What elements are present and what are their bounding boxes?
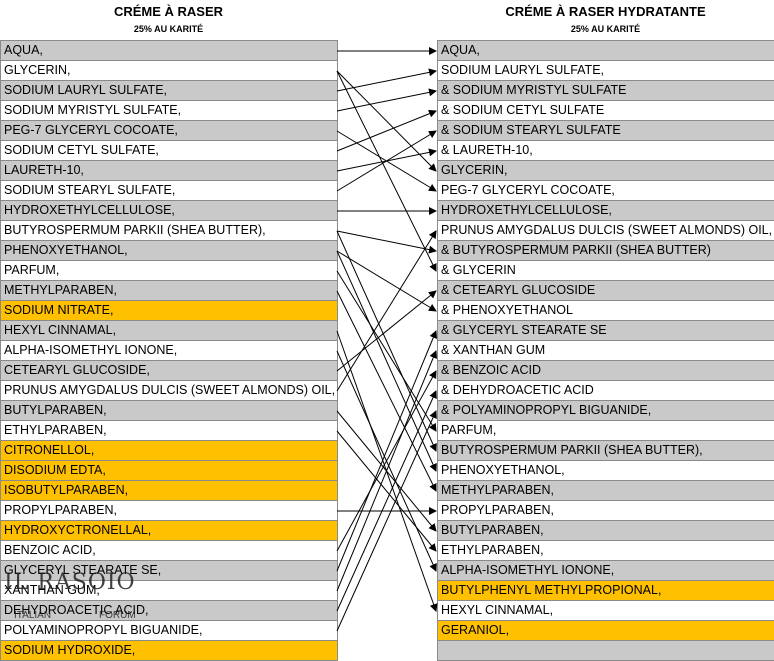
- link-arrow: [336, 410, 437, 632]
- right-ingredient-row: HYDROXETHYLCELLULOSE,: [438, 201, 774, 221]
- left-ingredient-row: BENZOIC ACID,: [1, 541, 337, 561]
- left-ingredient-row: PROPYLPARABEN,: [1, 501, 337, 521]
- right-ingredient-row: AQUA,: [438, 41, 774, 61]
- left-subtitle: 25% AU KARITÉ: [133, 24, 204, 34]
- right-ingredient-row: BUTYROSPERMUM PARKII (SHEA BUTTER),: [438, 441, 774, 461]
- link-arrow: [336, 230, 437, 452]
- right-ingredient-row: PHENOXYETHANOL,: [438, 461, 774, 481]
- left-ingredient-row: PARFUM,: [1, 261, 337, 281]
- right-ingredient-list: AQUA, SODIUM LAURYL SULFATE, & SODIUM MYRI…: [437, 40, 774, 661]
- left-ingredient-row: SODIUM LAURYL SULFATE,: [1, 81, 337, 101]
- right-ingredient-row: PARFUM,: [438, 421, 774, 441]
- link-arrow: [336, 148, 437, 172]
- right-ingredient-row: ETHYLPARABEN,: [438, 541, 774, 561]
- link-arrow: [336, 270, 437, 432]
- right-ingredient-row: ALPHA-ISOMETHYL IONONE,: [438, 561, 774, 581]
- link-arrow: [336, 290, 437, 492]
- right-ingredient-row: HEXYL CINNAMAL,: [438, 601, 774, 621]
- left-ingredient-row: XANTHAN GUM,: [1, 581, 337, 601]
- link-arrow: [336, 350, 438, 592]
- right-ingredient-row: & CETEARYL GLUCOSIDE: [438, 281, 774, 301]
- link-arrow: [336, 330, 438, 572]
- link-arrow: [336, 250, 437, 472]
- watermark-sub-right: FORUM: [99, 610, 136, 621]
- right-ingredient-row: & POLYAMINOPROPYL BIGUANIDE,: [438, 401, 774, 421]
- left-ingredient-row: ISOBUTYLPARABEN,: [1, 481, 337, 501]
- right-ingredient-row: GLYCERIN,: [438, 161, 774, 181]
- right-ingredient-row: & GLYCERYL STEARATE SE: [438, 321, 774, 341]
- link-arrow: [336, 390, 437, 612]
- left-ingredient-row: GLYCERIN,: [1, 61, 337, 81]
- right-ingredient-row: & XANTHAN GUM: [438, 341, 774, 361]
- right-ingredient-row: METHYLPARABEN,: [438, 481, 774, 501]
- left-ingredient-row: DISODIUM EDTA,: [1, 461, 337, 481]
- link-arrow: [336, 70, 437, 172]
- left-ingredient-row: HYDROXYCTRONELLAL,: [1, 521, 337, 541]
- link-arrow: [336, 109, 437, 152]
- left-ingredient-row: SODIUM MYRISTYL SULFATE,: [1, 101, 337, 121]
- watermark-brand: IL RASOIO: [4, 570, 136, 595]
- left-ingredient-row: HYDROXETHYLCELLULOSE,: [1, 201, 337, 221]
- left-ingredient-row: SODIUM NITRATE,: [1, 301, 337, 321]
- left-ingredient-row: CITRONELLOL,: [1, 441, 337, 461]
- left-ingredient-row: SODIUM CETYL SULFATE,: [1, 141, 337, 161]
- right-ingredient-row: & SODIUM CETYL SULFATE: [438, 101, 774, 121]
- right-ingredient-row: PRUNUS AMYGDALUS DULCIS (SWEET ALMONDS) …: [438, 221, 774, 241]
- right-ingredient-row: [438, 641, 774, 661]
- right-ingredient-row: & DEHYDROACETIC ACID: [438, 381, 774, 401]
- link-arrow: [336, 230, 437, 392]
- link-arrow: [336, 370, 437, 552]
- left-ingredient-row: BUTYLPARABEN,: [1, 401, 337, 421]
- left-ingredient-row: POLYAMINOPROPYL BIGUANIDE,: [1, 621, 337, 641]
- link-arrow: [336, 410, 437, 532]
- right-title: CRÉME À RASER HYDRATANTE: [505, 4, 706, 19]
- link-arrow: [336, 350, 437, 572]
- link-arrow: [336, 130, 437, 192]
- right-subtitle: 25% AU KARITÉ: [570, 24, 641, 34]
- left-ingredient-row: BUTYROSPERMUM PARKII (SHEA BUTTER),: [1, 221, 337, 241]
- left-ingredient-row: ALPHA-ISOMETHYL IONONE,: [1, 341, 337, 361]
- right-ingredient-row: & BUTYROSPERMUM PARKII (SHEA BUTTER): [438, 241, 774, 261]
- left-ingredient-row: GLYCERYL STEARATE SE,: [1, 561, 337, 581]
- right-ingredient-row: PEG-7 GLYCERYL COCOATE,: [438, 181, 774, 201]
- link-arrow: [336, 88, 437, 112]
- right-ingredient-row: BUTYLPARABEN,: [438, 521, 774, 541]
- link-arrow: [336, 330, 438, 612]
- link-arrow: [336, 250, 437, 312]
- left-ingredient-list: AQUA, GLYCERIN, SODIUM LAURYL SULFATE, SODI…: [0, 40, 338, 661]
- left-header: CRÉME À RASER 25% AU KARITÉ: [0, 4, 337, 35]
- right-ingredient-row: & GLYCERIN: [438, 261, 774, 281]
- right-ingredient-row: BUTYLPHENYL METHYLPROPIONAL,: [438, 581, 774, 601]
- left-ingredient-row: AQUA,: [1, 41, 337, 61]
- right-ingredient-row: & LAURETH-10,: [438, 141, 774, 161]
- left-ingredient-row: PRUNUS AMYGDALUS DULCIS (SWEET ALMONDS) …: [1, 381, 337, 401]
- left-ingredient-row: ETHYLPARABEN,: [1, 421, 337, 441]
- left-ingredient-row: LAURETH-10,: [1, 161, 337, 181]
- left-ingredient-row: HEXYL CINNAMAL,: [1, 321, 337, 341]
- left-ingredient-row: PEG-7 GLYCERYL COCOATE,: [1, 121, 337, 141]
- right-header: CRÉME À RASER HYDRATANTE 25% AU KARITÉ: [437, 4, 774, 35]
- link-arrow: [336, 70, 437, 272]
- left-ingredient-row: PHENOXYETHANOL,: [1, 241, 337, 261]
- left-ingredient-row: METHYLPARABEN,: [1, 281, 337, 301]
- watermark-sub-left: ITALIAN: [14, 610, 52, 621]
- right-ingredient-row: GERANIOL,: [438, 621, 774, 641]
- left-title: CRÉME À RASER: [113, 4, 224, 19]
- left-ingredient-row: SODIUM STEARYL SULFATE,: [1, 181, 337, 201]
- link-arrow: [336, 130, 437, 192]
- right-ingredient-row: & SODIUM STEARYL SULFATE: [438, 121, 774, 141]
- link-arrow: [336, 68, 437, 92]
- left-ingredient-row: DEHYDROACETIC ACID,: [1, 601, 337, 621]
- right-ingredient-row: & SODIUM MYRISTYL SULFATE: [438, 81, 774, 101]
- right-ingredient-row: PROPYLPARABEN,: [438, 501, 774, 521]
- right-ingredient-row: & PHENOXYETHANOL: [438, 301, 774, 321]
- left-ingredient-row: CETEARYL GLUCOSIDE,: [1, 361, 337, 381]
- right-ingredient-row: SODIUM LAURYL SULFATE,: [438, 61, 774, 81]
- right-ingredient-row: & BENZOIC ACID: [438, 361, 774, 381]
- forum-watermark: IL RASOIO ITALIAN FORUM: [4, 570, 154, 656]
- link-arrow: [336, 230, 437, 254]
- link-arrow: [336, 290, 437, 372]
- link-arrow: [336, 430, 437, 552]
